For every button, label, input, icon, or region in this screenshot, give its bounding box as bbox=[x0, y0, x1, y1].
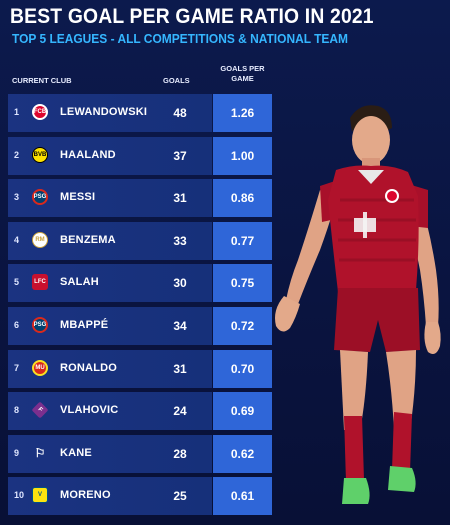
table-row: 5 LFC SALAH 30 0.75 bbox=[8, 264, 274, 303]
goals-value: 25 bbox=[173, 489, 187, 504]
table-row: 6 PSG MBAPPÉ 34 0.72 bbox=[8, 306, 274, 345]
player-name: KANE bbox=[60, 446, 92, 459]
villarreal-icon: V bbox=[32, 487, 48, 504]
bayern-icon: FCB bbox=[32, 104, 48, 120]
table-row: 4 RM BENZEMA 33 0.77 bbox=[8, 221, 274, 260]
player-right-boot bbox=[388, 466, 416, 492]
player-name: LEWANDOWSKI bbox=[60, 106, 148, 118]
player-name: VLAHOVIC bbox=[60, 404, 119, 417]
table-row: 10 V MORENO 25 0.61 bbox=[8, 477, 274, 516]
rank-number: 7 bbox=[14, 362, 20, 373]
player-head bbox=[352, 116, 390, 164]
player-name: BENZEMA bbox=[60, 233, 116, 246]
tottenham-icon: ⚐ bbox=[34, 445, 46, 460]
ratio-value: 0.72 bbox=[213, 306, 272, 345]
player-right-hand bbox=[424, 322, 441, 354]
player-name: SALAH bbox=[60, 276, 99, 289]
ratio-value: 0.70 bbox=[213, 349, 272, 388]
column-header-goals: GOALS bbox=[163, 76, 190, 85]
rank-number: 10 bbox=[14, 490, 25, 501]
row-background bbox=[8, 434, 212, 473]
goals-value: 37 bbox=[173, 148, 187, 163]
ratio-value: 0.86 bbox=[213, 179, 272, 218]
goals-value: 24 bbox=[173, 404, 187, 419]
player-right-sock bbox=[392, 412, 412, 472]
rank-number: 1 bbox=[14, 107, 20, 117]
ratio-value: 0.75 bbox=[213, 264, 272, 303]
table-row: 9 ⚐ KANE 28 0.62 bbox=[8, 434, 274, 473]
rank-number: 2 bbox=[14, 149, 20, 160]
table-row: 8 F VLAHOVIC 24 0.69 bbox=[8, 392, 274, 431]
goals-value: 30 bbox=[173, 276, 187, 291]
player-left-sock bbox=[344, 416, 364, 482]
ratio-value: 1.26 bbox=[213, 94, 272, 132]
page-title: BEST GOAL PER GAME RATIO IN 2021 bbox=[10, 5, 374, 28]
player-photo bbox=[275, 105, 441, 504]
ratio-value: 0.62 bbox=[213, 434, 272, 473]
player-right-leg bbox=[386, 350, 416, 430]
goals-value: 48 bbox=[173, 106, 187, 120]
goals-value: 34 bbox=[173, 318, 187, 333]
rank-number: 6 bbox=[14, 319, 20, 330]
player-left-leg bbox=[340, 350, 368, 430]
player-left-boot bbox=[342, 478, 370, 504]
dortmund-icon: BVB bbox=[32, 146, 48, 163]
player-name: RONALDO bbox=[60, 361, 118, 374]
rank-number: 3 bbox=[14, 192, 20, 203]
column-header-club: CURRENT CLUB bbox=[12, 76, 72, 85]
page-subtitle: TOP 5 LEAGUES - ALL COMPETITIONS & NATIO… bbox=[12, 31, 349, 46]
table-row: 2 BVB HAALAND 37 1.00 bbox=[8, 136, 274, 175]
rank-number: 5 bbox=[14, 277, 20, 288]
psg-icon: PSG bbox=[32, 189, 48, 206]
goals-value: 28 bbox=[173, 446, 187, 461]
man-united-icon: MU bbox=[32, 359, 48, 376]
player-name: MORENO bbox=[60, 489, 111, 502]
goals-value: 31 bbox=[173, 191, 187, 206]
player-name: MBAPPÉ bbox=[60, 318, 109, 331]
goals-value: 31 bbox=[173, 361, 187, 376]
rank-number: 4 bbox=[14, 234, 20, 245]
rank-number: 8 bbox=[14, 405, 20, 416]
ratio-value: 0.69 bbox=[213, 392, 272, 431]
player-name: HAALAND bbox=[60, 148, 116, 161]
column-header-goals-per-game: GOALS PER GAME bbox=[220, 64, 265, 83]
table-row: 3 PSG MESSI 31 0.86 bbox=[8, 179, 274, 218]
player-name: MESSI bbox=[60, 191, 96, 204]
ratio-value: 1.00 bbox=[213, 136, 272, 175]
ratio-value: 0.77 bbox=[213, 221, 272, 260]
player-shorts bbox=[334, 288, 420, 352]
table-row: 1 FCB LEWANDOWSKI 48 1.26 bbox=[8, 94, 274, 132]
player-left-hand bbox=[275, 296, 300, 332]
goals-value: 33 bbox=[173, 233, 187, 248]
rank-number: 9 bbox=[14, 447, 20, 458]
ratio-value: 0.61 bbox=[213, 477, 272, 516]
real-madrid-icon: RM bbox=[32, 231, 48, 248]
psg-icon: PSG bbox=[32, 316, 48, 333]
ranking-table: 1 FCB LEWANDOWSKI 48 1.26 2 BVB HAALAND … bbox=[8, 94, 274, 520]
table-row: 7 MU RONALDO 31 0.70 bbox=[8, 349, 274, 388]
liverpool-icon: LFC bbox=[32, 274, 48, 291]
